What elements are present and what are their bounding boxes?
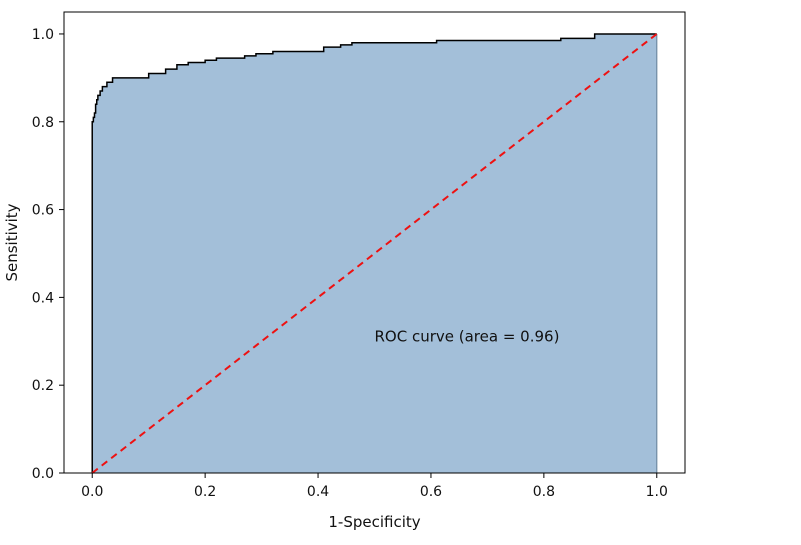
y-tick-label: 0.4 bbox=[32, 290, 54, 306]
axes-layer: 0.0 0.2 0.4 0.6 0.8 1.0 0.0 0.2 0.4 0.6 0.8 1.0 bbox=[32, 11, 686, 500]
x-tick-label: 0.0 bbox=[81, 484, 103, 500]
y-tick-label: 1.0 bbox=[32, 27, 54, 43]
chart-annotation: ROC curve (area = 0.96) bbox=[375, 327, 560, 345]
y-tick-label: 0.0 bbox=[32, 466, 54, 482]
plot-layer bbox=[91, 33, 658, 474]
roc-curve-line bbox=[91, 33, 657, 473]
x-tick-label: 1.0 bbox=[646, 484, 668, 500]
plot-frame bbox=[63, 11, 686, 474]
y-tick-label: 0.6 bbox=[32, 203, 54, 219]
x-tick-label: 0.8 bbox=[533, 484, 555, 500]
roc-area-fill bbox=[92, 33, 657, 473]
y-tick-label: 0.8 bbox=[32, 115, 54, 131]
x-axis-label: 1-Specificity bbox=[328, 513, 420, 531]
x-tick-label: 0.4 bbox=[307, 484, 329, 500]
x-tick-label: 0.2 bbox=[194, 484, 216, 500]
x-tick-label: 0.6 bbox=[420, 484, 442, 500]
y-tick-label: 0.2 bbox=[32, 378, 54, 394]
y-axis-label: Sensitivity bbox=[3, 203, 21, 281]
